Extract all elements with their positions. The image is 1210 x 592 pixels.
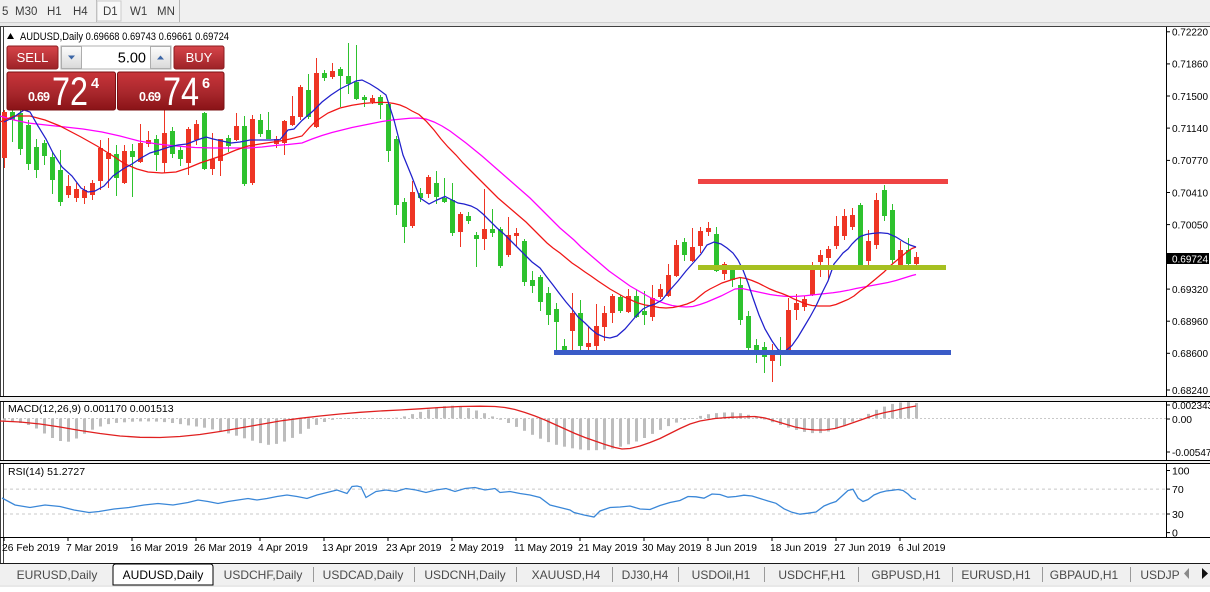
svg-text:M30: M30 — [15, 6, 37, 18]
svg-text:MACD(12,26,9) 0.001170 0.00151: MACD(12,26,9) 0.001170 0.001513 — [8, 403, 174, 415]
svg-text:AUDUSD,Daily: AUDUSD,Daily — [123, 568, 204, 582]
svg-text:0.70410: 0.70410 — [1172, 187, 1208, 199]
svg-text:72: 72 — [52, 70, 88, 114]
svg-text:8 Jun 2019: 8 Jun 2019 — [706, 543, 757, 554]
svg-text:USDCHF,H1: USDCHF,H1 — [778, 568, 846, 582]
svg-text:0.72220: 0.72220 — [1172, 27, 1208, 39]
svg-text:0.71860: 0.71860 — [1172, 59, 1208, 71]
svg-text:RSI(14) 51.2727: RSI(14) 51.2727 — [8, 466, 85, 478]
svg-text:D1: D1 — [103, 6, 118, 18]
svg-text:DJ30,H4: DJ30,H4 — [622, 568, 669, 582]
svg-text:0.68600: 0.68600 — [1172, 348, 1208, 360]
svg-text:0.69: 0.69 — [28, 90, 50, 104]
svg-text:H4: H4 — [73, 6, 88, 18]
svg-text:70: 70 — [1172, 484, 1184, 496]
svg-text:5.00: 5.00 — [118, 51, 146, 67]
svg-text:4: 4 — [91, 76, 99, 92]
svg-text:11 May 2019: 11 May 2019 — [514, 543, 573, 554]
svg-text:0.71500: 0.71500 — [1172, 91, 1208, 103]
svg-text:-0.005473: -0.005473 — [1172, 447, 1210, 459]
svg-text:USDJP: USDJP — [1140, 568, 1179, 582]
svg-text:4 Apr 2019: 4 Apr 2019 — [258, 543, 308, 554]
svg-text:0.002343: 0.002343 — [1172, 400, 1210, 412]
svg-text:BUY: BUY — [186, 50, 213, 65]
svg-text:13 Apr 2019: 13 Apr 2019 — [322, 543, 378, 554]
svg-text:USDCAD,Daily: USDCAD,Daily — [323, 568, 404, 582]
svg-text:21 May 2019: 21 May 2019 — [578, 543, 638, 554]
svg-text:30 May 2019: 30 May 2019 — [642, 543, 702, 554]
svg-text:27 Jun 2019: 27 Jun 2019 — [834, 543, 891, 554]
svg-text:0.69320: 0.69320 — [1172, 284, 1208, 296]
svg-text:SELL: SELL — [17, 50, 49, 65]
svg-text:18 Jun 2019: 18 Jun 2019 — [770, 543, 827, 554]
svg-text:0.00: 0.00 — [1172, 414, 1192, 426]
svg-text:0.70770: 0.70770 — [1172, 155, 1208, 167]
svg-text:GBPAUD,H1: GBPAUD,H1 — [1050, 568, 1119, 582]
svg-text:AUDUSD,Daily 0.69668 0.69743: AUDUSD,Daily 0.69668 0.69743 0.69661 0.6… — [20, 31, 229, 43]
svg-text:GBPUSD,H1: GBPUSD,H1 — [871, 568, 941, 582]
svg-text:6 Jul 2019: 6 Jul 2019 — [898, 543, 946, 554]
svg-text:0.68960: 0.68960 — [1172, 316, 1208, 328]
svg-text:0.69: 0.69 — [139, 90, 161, 104]
svg-text:6: 6 — [202, 76, 210, 92]
svg-text:0.70050: 0.70050 — [1172, 219, 1208, 231]
svg-text:EURUSD,Daily: EURUSD,Daily — [17, 568, 98, 582]
svg-text:0.68240: 0.68240 — [1172, 385, 1208, 397]
svg-text:EURUSD,H1: EURUSD,H1 — [961, 568, 1031, 582]
svg-text:H1: H1 — [47, 6, 62, 18]
svg-text:0.69724: 0.69724 — [1172, 253, 1208, 265]
svg-text:23 Apr 2019: 23 Apr 2019 — [386, 543, 442, 554]
svg-text:30: 30 — [1172, 509, 1184, 521]
svg-text:W1: W1 — [130, 6, 147, 18]
svg-text:USDOil,H1: USDOil,H1 — [692, 568, 751, 582]
svg-text:5: 5 — [2, 6, 8, 18]
svg-text:100: 100 — [1172, 465, 1190, 477]
svg-text:0: 0 — [1172, 527, 1178, 539]
svg-text:MN: MN — [157, 6, 175, 18]
svg-text:26 Feb 2019: 26 Feb 2019 — [2, 543, 60, 554]
svg-text:16 Mar 2019: 16 Mar 2019 — [130, 543, 188, 554]
svg-text:USDCHF,Daily: USDCHF,Daily — [224, 568, 303, 582]
svg-text:XAUUSD,H4: XAUUSD,H4 — [532, 568, 601, 582]
svg-text:0.71140: 0.71140 — [1172, 123, 1208, 135]
svg-text:2 May 2019: 2 May 2019 — [450, 543, 504, 554]
svg-text:USDCNH,Daily: USDCNH,Daily — [424, 568, 505, 582]
svg-text:26 Mar 2019: 26 Mar 2019 — [194, 543, 252, 554]
svg-text:74: 74 — [163, 70, 199, 114]
svg-text:7 Mar 2019: 7 Mar 2019 — [66, 543, 118, 554]
